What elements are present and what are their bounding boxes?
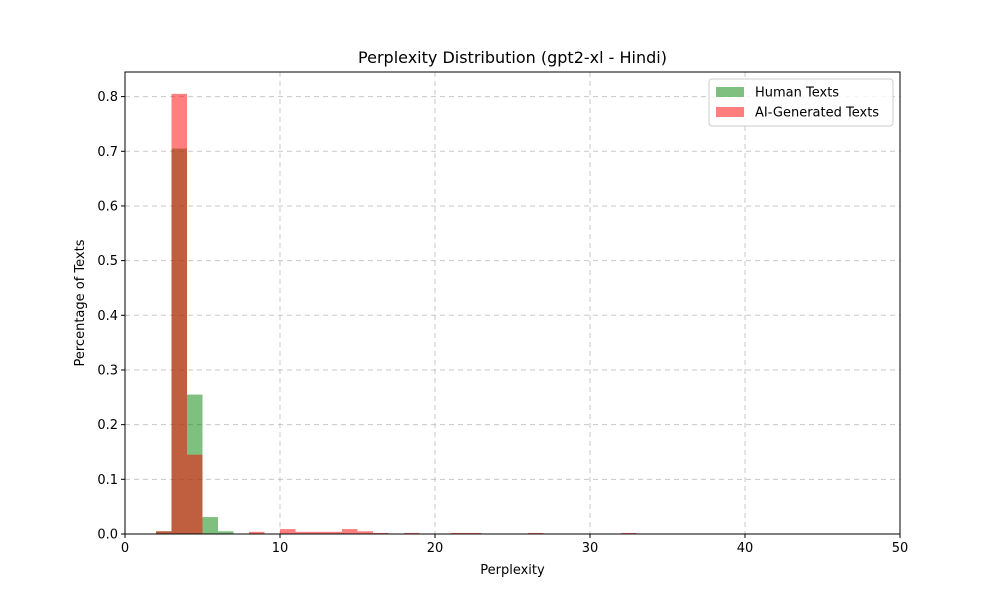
legend-swatch-human-texts xyxy=(716,87,744,97)
bar-human-texts xyxy=(202,517,218,534)
bar-ai-generated-texts xyxy=(373,532,389,534)
x-tick-label: 50 xyxy=(892,541,909,556)
x-axis-label: Perplexity xyxy=(480,563,545,578)
bar-ai-generated-texts xyxy=(295,531,311,534)
x-tick-label: 10 xyxy=(272,541,289,556)
chart-title: Perplexity Distribution (gpt2-xl - Hindi… xyxy=(358,48,667,67)
bar-ai-generated-texts xyxy=(156,531,172,534)
bar-ai-generated-texts xyxy=(326,531,342,534)
legend-label-human-texts: Human Texts xyxy=(755,86,839,101)
bar-ai-generated-texts xyxy=(621,532,637,534)
y-tick-label: 0.4 xyxy=(97,309,118,324)
y-tick-label: 0.1 xyxy=(97,473,118,488)
y-tick-label: 0.0 xyxy=(97,528,118,543)
bar-ai-generated-texts xyxy=(171,93,187,535)
y-tick-label: 0.8 xyxy=(97,90,118,105)
x-tick-label: 20 xyxy=(427,541,444,556)
bar-ai-generated-texts xyxy=(249,531,265,534)
legend-label-ai-generated-texts: AI-Generated Texts xyxy=(755,106,879,121)
plot-area-frame xyxy=(124,71,901,535)
grid xyxy=(124,72,901,535)
bar-ai-generated-texts xyxy=(466,532,482,534)
legend: Human Texts AI-Generated Texts xyxy=(708,78,894,127)
legend-box xyxy=(708,78,894,127)
bar-ai-generated-texts xyxy=(280,529,296,534)
bar-ai-generated-texts xyxy=(311,531,327,534)
y-tick-label: 0.2 xyxy=(97,418,118,433)
x-axis-ticks: 0 10 20 30 40 50 xyxy=(121,534,908,556)
x-tick-label: 0 xyxy=(121,541,129,556)
bar-ai-generated-texts xyxy=(357,531,373,534)
bar-human-texts xyxy=(218,531,234,534)
y-tick-label: 0.7 xyxy=(97,145,118,160)
y-tick-label: 0.5 xyxy=(97,254,118,269)
y-axis-ticks: 0.0 0.1 0.2 0.3 0.4 0.5 0.6 0.7 0.8 xyxy=(97,90,125,543)
x-tick-label: 40 xyxy=(737,541,754,556)
bar-ai-generated-texts xyxy=(528,532,544,534)
legend-swatch-ai-generated-texts xyxy=(716,107,744,117)
histogram-bars xyxy=(156,93,637,535)
y-tick-label: 0.3 xyxy=(97,363,118,378)
bar-ai-generated-texts xyxy=(404,532,420,534)
x-tick-label: 30 xyxy=(582,541,599,556)
bar-ai-generated-texts xyxy=(450,532,466,534)
bar-ai-generated-texts xyxy=(342,529,358,534)
bar-ai-generated-texts xyxy=(187,454,203,534)
y-axis-label: Percentage of Texts xyxy=(73,239,88,366)
y-tick-label: 0.6 xyxy=(97,199,118,214)
